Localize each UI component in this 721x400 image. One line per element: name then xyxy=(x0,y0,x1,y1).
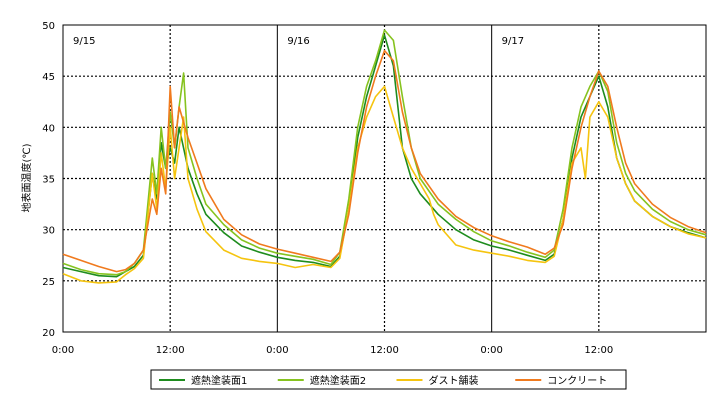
x-tick-label: 12:00 xyxy=(156,345,185,356)
x-tick-label: 12:00 xyxy=(584,345,613,356)
y-axis: 20 25 30 35 40 45 50 xyxy=(42,21,55,339)
series-lines xyxy=(62,29,707,284)
series-line xyxy=(62,85,707,284)
date-annotations: 9/15 9/16 9/17 xyxy=(73,36,524,47)
date-label: 9/15 xyxy=(73,36,95,47)
y-tick-label: 50 xyxy=(42,21,55,32)
grid-lines xyxy=(63,25,706,332)
x-tick-label: 0:00 xyxy=(52,345,74,356)
legend-label: 遮熱塗装面2 xyxy=(310,374,366,387)
y-axis-label: 地表面温度(℃) xyxy=(20,143,33,212)
date-label: 9/17 xyxy=(502,36,524,47)
x-tick-label: 0:00 xyxy=(266,345,288,356)
x-tick-label: 0:00 xyxy=(480,345,502,356)
legend: 遮熱塗装面1 遮熱塗装面2 ダスト舗装 コンクリート xyxy=(150,369,627,390)
legend-label: コンクリート xyxy=(547,375,607,387)
series-line xyxy=(62,49,707,273)
y-tick-label: 35 xyxy=(42,175,55,186)
legend-label: ダスト舗装 xyxy=(429,374,479,387)
legend-box xyxy=(150,369,627,390)
legend-label: 遮熱塗装面1 xyxy=(191,374,247,387)
x-tick-label: 12:00 xyxy=(370,345,399,356)
y-tick-label: 30 xyxy=(42,226,55,237)
legend-items: 遮熱塗装面1 遮熱塗装面2 ダスト舗装 コンクリート xyxy=(159,374,607,387)
y-tick-label: 45 xyxy=(42,72,55,83)
y-tick-label: 20 xyxy=(42,328,55,339)
x-axis: 0:00 12:00 0:00 12:00 0:00 12:00 xyxy=(52,345,613,356)
date-label: 9/16 xyxy=(287,36,309,47)
series-line xyxy=(62,29,707,276)
y-tick-label: 40 xyxy=(42,123,55,134)
y-tick-label: 25 xyxy=(42,277,55,288)
